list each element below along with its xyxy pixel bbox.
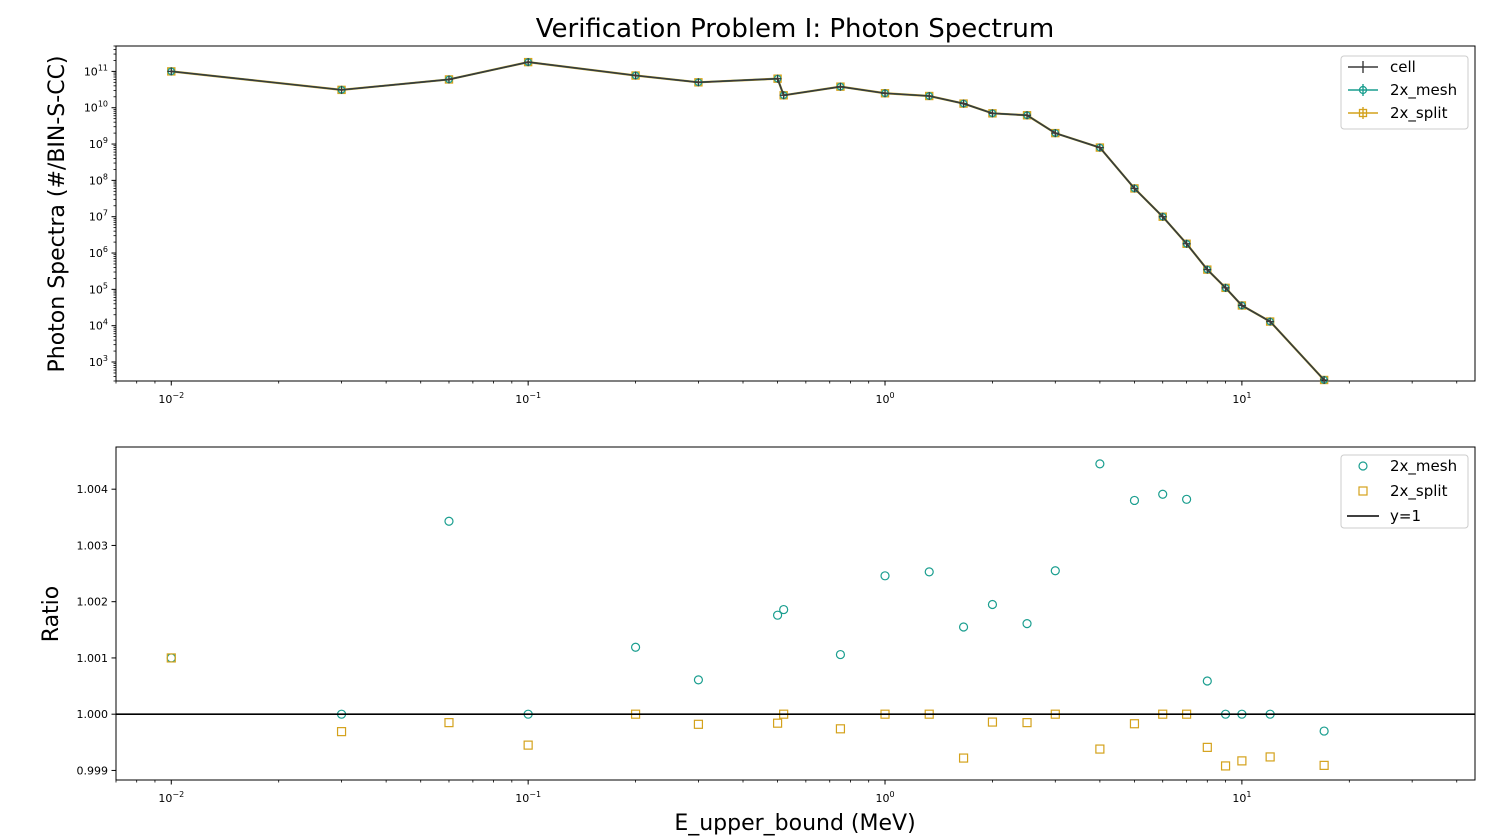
top-x-tick-label: 10−2	[158, 391, 184, 406]
bottom-y-tick-label: 1.004	[77, 483, 109, 496]
bottom-point-2x_split	[835, 724, 846, 734]
bottom-point-2x_split	[1022, 718, 1032, 728]
bottom-point-2x_split	[1237, 756, 1247, 766]
top-legend: cell 2x_mesh 2x_split	[1340, 55, 1469, 130]
top-y-axis: 103 104 105 106 107 108 109 1010 1011	[84, 45, 116, 382]
bottom-point-2x_split	[523, 740, 533, 750]
top-legend-label-cell: cell	[1390, 58, 1416, 76]
bottom-x-axis-label: E_upper_bound (MeV)	[674, 811, 915, 836]
bottom-point-2x_split	[987, 717, 998, 727]
bottom-legend-label-y=1: y=1	[1390, 507, 1421, 525]
top-plot-frame	[115, 45, 1476, 382]
bottom-point-2x_split	[1095, 744, 1105, 754]
top-series-group	[167, 57, 1329, 385]
bottom-point-2x_mesh	[693, 675, 704, 685]
bottom-point-2x_mesh	[444, 516, 454, 526]
bottom-point-2x_mesh	[924, 567, 934, 577]
bottom-point-2x_mesh	[1022, 619, 1032, 629]
bottom-legend-marker-2x_mesh	[1358, 461, 1368, 471]
bottom-x-tick-label: 10−1	[515, 790, 541, 805]
top-x-tick-label: 101	[1232, 391, 1251, 406]
bottom-point-2x_split	[693, 719, 704, 729]
bottom-legend-label-2x_split: 2x_split	[1390, 482, 1448, 501]
bottom-point-2x_split	[336, 727, 347, 737]
bottom-point-2x_split	[1202, 742, 1212, 752]
top-y-tick-label: 105	[89, 281, 108, 296]
bottom-y-tick-label: 1.003	[77, 539, 109, 552]
bottom-point-2x_mesh	[1202, 676, 1212, 686]
bottom-x-tick-label: 101	[1232, 790, 1251, 805]
bottom-point-2x_mesh	[987, 599, 998, 610]
top-y-tick-label: 107	[89, 209, 108, 224]
bottom-point-2x_mesh	[880, 571, 890, 581]
bottom-point-2x_split	[1129, 719, 1140, 729]
bottom-y-axis: 0.999 1.000 1.001 1.002 1.003 1.004	[77, 483, 116, 777]
bottom-point-2x_mesh	[630, 642, 641, 652]
bottom-y-tick-label: 1.002	[77, 596, 109, 609]
bottom-legend: 2x_mesh 2x_split y=1	[1340, 454, 1469, 529]
bottom-point-2x_split	[166, 653, 176, 663]
bottom-point-2x_split	[444, 718, 454, 728]
bottom-point-2x_split	[958, 753, 969, 763]
top-x-axis: 10−2 10−1 100 101	[115, 381, 1458, 406]
bottom-x-tick-label: 10−2	[158, 790, 184, 805]
bottom-legend-marker-2x_split	[1358, 486, 1368, 496]
bottom-point-2x_mesh	[958, 622, 969, 632]
top-legend-marker-2x_mesh	[1358, 85, 1368, 95]
bottom-point-2x_mesh	[1182, 494, 1192, 504]
bottom-point-2x_mesh	[1095, 459, 1105, 469]
top-x-tick-label: 10−1	[515, 391, 541, 406]
bottom-y-axis-label: Ratio	[39, 586, 64, 642]
bottom-point-2x_mesh	[1319, 726, 1329, 736]
bottom-point-2x_mesh	[779, 604, 789, 615]
bottom-y-tick-label: 1.001	[77, 652, 109, 665]
bottom-point-2x_mesh	[835, 649, 846, 660]
top-legend-box	[1340, 55, 1469, 130]
top-y-tick-label: 104	[89, 318, 108, 333]
bottom-plot-frame	[115, 446, 1476, 781]
top-y-tick-label: 1011	[84, 63, 108, 78]
top-x-tick-label: 100	[875, 391, 894, 406]
bottom-point-2x_split	[772, 718, 783, 728]
bottom-point-2x_mesh	[1158, 489, 1168, 499]
top-legend-marker-2x_split	[1358, 108, 1368, 118]
bottom-point-2x_split	[1265, 752, 1275, 762]
bottom-x-axis: 10−2 10−1 100 101	[115, 780, 1458, 805]
bottom-point-2x_mesh	[1129, 495, 1140, 506]
top-legend-label-2x_split: 2x_split	[1390, 104, 1448, 123]
bottom-y-tick-label: 0.999	[77, 764, 109, 777]
bottom-y-tick-label: 1.000	[77, 708, 109, 721]
top-y-tick-label: 108	[89, 172, 108, 187]
top-legend-label-2x_mesh: 2x_mesh	[1390, 81, 1457, 100]
top-y-tick-label: 1010	[84, 100, 108, 115]
bottom-legend-box	[1340, 454, 1469, 529]
top-y-axis-label: Photon Spectra (#/BIN-S-CC)	[45, 55, 70, 372]
top-y-tick-label: 109	[89, 136, 108, 151]
top-y-tick-label: 103	[89, 354, 108, 369]
bottom-point-2x_split	[1319, 760, 1329, 770]
top-y-tick-label: 106	[89, 245, 108, 260]
bottom-point-2x_mesh	[1050, 566, 1060, 576]
bottom-legend-label-2x_mesh: 2x_mesh	[1390, 457, 1457, 476]
top-series-line-cell	[171, 61, 1325, 381]
bottom-series-group	[116, 459, 1475, 771]
bottom-point-2x_split	[1220, 761, 1231, 771]
bottom-x-tick-label: 100	[875, 790, 894, 805]
top-chart-title: Verification Problem I: Photon Spectrum	[536, 14, 1055, 44]
bottom-point-2x_mesh	[772, 610, 783, 620]
